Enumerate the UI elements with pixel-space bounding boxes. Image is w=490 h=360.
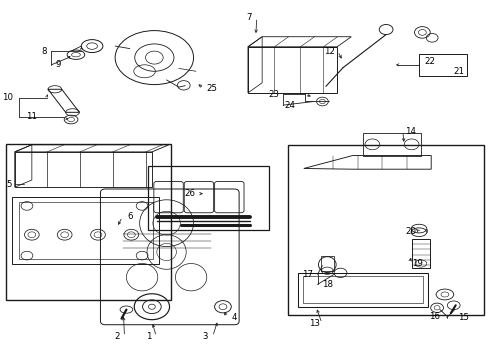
Bar [6, 144, 171, 300]
Text: 14: 14 [405, 127, 416, 136]
Bar [288, 145, 484, 315]
Text: 24: 24 [285, 100, 295, 109]
Text: 2: 2 [114, 332, 120, 341]
Text: 19: 19 [412, 259, 423, 268]
Bar [363, 133, 421, 156]
Text: 17: 17 [302, 270, 313, 279]
Text: 11: 11 [26, 112, 37, 121]
Text: 18: 18 [322, 280, 333, 289]
Text: 12: 12 [324, 46, 335, 55]
Text: 26: 26 [185, 189, 196, 198]
Text: 16: 16 [429, 311, 440, 320]
Bar [412, 239, 430, 268]
Bar [248, 47, 337, 93]
Text: 1: 1 [146, 332, 151, 341]
Text: 3: 3 [202, 332, 208, 341]
Text: 21: 21 [453, 68, 464, 77]
Text: 10: 10 [2, 94, 13, 102]
Bar [419, 54, 467, 76]
Text: 20: 20 [405, 227, 416, 236]
Bar [12, 197, 159, 264]
Bar [303, 276, 423, 303]
Text: 15: 15 [458, 313, 469, 322]
Text: 25: 25 [206, 84, 217, 93]
Text: 22: 22 [425, 57, 436, 66]
Text: 8: 8 [41, 46, 47, 55]
Text: 5: 5 [6, 180, 12, 189]
Text: 6: 6 [127, 212, 133, 221]
Text: 23: 23 [268, 90, 279, 99]
Text: 7: 7 [246, 13, 252, 22]
Bar [321, 256, 334, 271]
Text: 9: 9 [55, 60, 60, 69]
Bar [19, 202, 153, 259]
Bar [148, 166, 269, 230]
Text: 13: 13 [309, 319, 319, 328]
Bar [298, 273, 428, 307]
Text: 4: 4 [231, 313, 237, 322]
Bar [15, 152, 152, 187]
